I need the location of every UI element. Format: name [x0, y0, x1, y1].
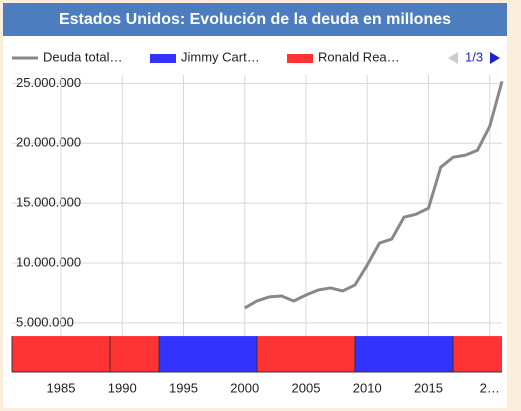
period-band — [159, 336, 257, 372]
period-band — [355, 336, 453, 372]
y-tick-label: 10.000.000 — [16, 254, 81, 269]
x-tick-label: 1990 — [108, 380, 137, 395]
x-tick-label: 2… — [480, 380, 500, 395]
chart-title: Estados Unidos: Evolución de la deuda en… — [59, 11, 451, 28]
next-page[interactable] — [490, 52, 500, 64]
x-tick-label: 2000 — [230, 380, 259, 395]
legend-swatch — [287, 54, 313, 63]
y-tick-label: 25.000.000 — [16, 75, 81, 90]
prev-page[interactable] — [448, 52, 458, 64]
legend-label: Jimmy Cart… — [181, 49, 260, 64]
x-tick-label: 1985 — [47, 380, 76, 395]
y-tick-label: 15.000.000 — [16, 195, 81, 210]
legend-swatch — [150, 54, 176, 63]
legend-page: 1/3 — [465, 49, 483, 64]
period-band — [257, 336, 355, 372]
x-tick-label: 1995 — [169, 380, 198, 395]
legend-label: Ronald Rea… — [318, 49, 400, 64]
y-tick-label: 5.000.000 — [16, 314, 74, 329]
data-line — [244, 80, 504, 310]
title-bar — [3, 3, 507, 36]
legend-label: Deuda total… — [43, 49, 123, 64]
x-tick-label: 2015 — [414, 380, 443, 395]
period-band — [12, 336, 110, 372]
x-tick-label: 2010 — [353, 380, 382, 395]
period-band — [453, 336, 502, 372]
y-tick-label: 20.000.000 — [16, 135, 81, 150]
x-tick-label: 2005 — [292, 380, 321, 395]
period-band — [110, 336, 159, 372]
